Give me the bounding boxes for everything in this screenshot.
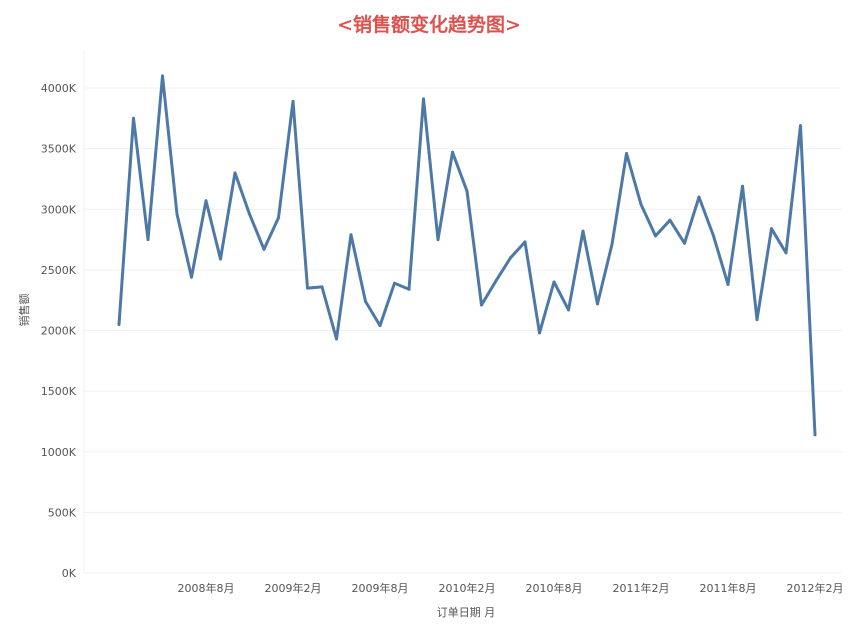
data-point (422, 97, 425, 101)
data-point (378, 324, 382, 328)
x-tick-label: 2010年2月 (439, 581, 496, 595)
data-point (610, 242, 614, 246)
data-point (654, 234, 657, 238)
y-axis-title: 销售额 (17, 294, 31, 327)
data-point (523, 240, 527, 244)
data-point (726, 282, 730, 286)
x-tick-label: 2009年8月 (352, 581, 409, 595)
data-point (451, 150, 454, 154)
data-point (132, 116, 135, 120)
data-point (335, 337, 338, 341)
data-point (117, 322, 121, 326)
chart-title: <销售额变化趋势图> (337, 14, 521, 36)
data-point (712, 234, 715, 238)
data-point (306, 286, 309, 290)
data-point (784, 251, 788, 255)
data-point (770, 227, 773, 231)
data-point (799, 124, 802, 128)
y-tick-label: 0K (62, 567, 77, 580)
data-point (190, 275, 193, 279)
y-axis-ticks: 0K 500K 1000K 1500K 2000K 2500K 3000K 3500K 4000… (41, 82, 77, 580)
data-point (755, 318, 759, 322)
data-point (683, 241, 686, 245)
data-point (204, 199, 208, 203)
data-point (161, 74, 164, 78)
data-point (567, 308, 570, 312)
x-tick-label: 2011年2月 (613, 581, 670, 595)
x-tick-label: 2009年2月 (265, 581, 322, 595)
y-tick-label: 3500K (41, 143, 77, 156)
series-line (117, 74, 817, 437)
data-point (538, 331, 541, 335)
data-point (625, 151, 628, 155)
y-tick-label: 1000K (41, 446, 77, 459)
data-point (552, 280, 556, 284)
data-point (349, 233, 353, 237)
data-point (320, 285, 324, 289)
x-axis-ticks: 2008年8月 2009年2月 2009年8月 2010年2月 2010年8月 2011年… (178, 581, 844, 595)
data-point (393, 281, 396, 285)
data-point (175, 212, 179, 216)
data-point (596, 302, 599, 306)
data-point (146, 238, 150, 242)
data-point (291, 99, 295, 103)
y-tick-label: 1500K (41, 385, 77, 398)
data-point (364, 299, 367, 303)
data-points (117, 74, 817, 437)
data-point (262, 247, 266, 251)
data-point (741, 184, 744, 188)
data-point (639, 202, 643, 206)
y-tick-label: 500K (48, 506, 77, 519)
data-point (407, 287, 411, 291)
data-point (277, 216, 280, 220)
x-tick-label: 2010年8月 (526, 581, 583, 595)
data-point (494, 279, 498, 283)
y-tick-label: 2000K (41, 325, 77, 338)
data-point (697, 195, 701, 199)
data-point (436, 238, 440, 242)
data-point (581, 229, 585, 233)
data-point (465, 189, 469, 193)
x-axis-title: 订单日期 月 (437, 606, 496, 619)
y-tick-label: 3000K (41, 203, 77, 216)
x-tick-label: 2008年8月 (178, 581, 235, 595)
data-point (668, 218, 672, 222)
data-point (248, 212, 251, 216)
y-tick-label: 4000K (41, 82, 77, 95)
data-point (219, 257, 222, 261)
data-point (233, 171, 237, 175)
data-point (813, 433, 817, 437)
data-point (509, 256, 512, 260)
y-tick-label: 2500K (41, 264, 77, 277)
data-point (480, 303, 483, 307)
x-tick-label: 2011年8月 (700, 581, 757, 595)
x-tick-label: 2012年2月 (787, 581, 844, 595)
gridlines (83, 50, 842, 574)
